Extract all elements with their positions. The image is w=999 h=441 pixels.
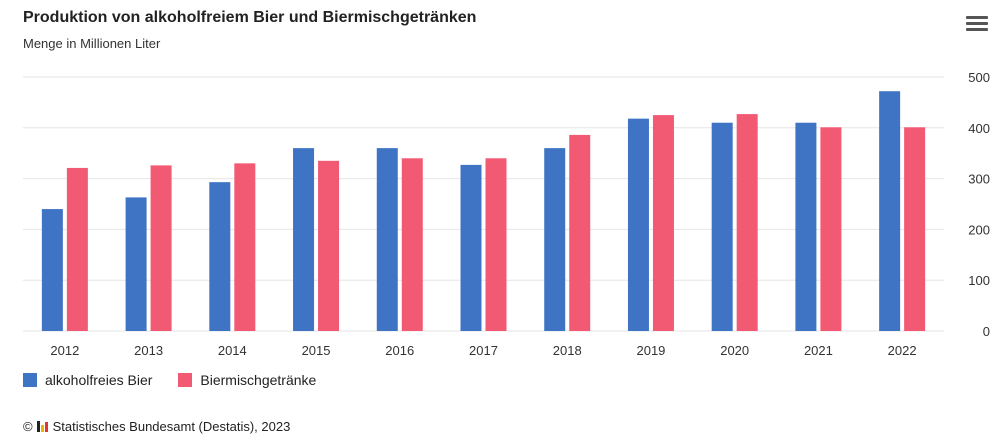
bar-series-1-2018[interactable] [544,148,566,331]
y-tick-label: 0 [983,324,990,339]
copyright-symbol: © [23,419,33,434]
x-tick-label: 2014 [218,343,247,358]
x-tick-label: 2017 [469,343,498,358]
bar-series-1-2021[interactable] [795,122,817,331]
x-tick-label: 2012 [50,343,79,358]
bar-series-1-2016[interactable] [376,148,398,331]
legend-swatch [23,373,37,387]
x-axis-ticks: 2012 2013 2014 2015 2016 2017 2018 2019 2020 2021… [50,343,916,358]
destatis-logo-icon [36,421,49,432]
bar-series-2-2017[interactable] [485,158,507,331]
legend-swatch [178,373,193,387]
bar-series-2-2016[interactable] [401,158,423,331]
y-axis-ticks: 0 100 200 300 400 500 [968,70,990,339]
y-tick-label: 300 [968,172,990,187]
bars [41,91,926,332]
bar-series-1-2022[interactable] [879,91,901,331]
y-tick-label: 200 [968,222,990,237]
hamburger-menu-icon[interactable] [966,16,988,34]
grid-lines [23,76,944,332]
bar-series-1-2012[interactable] [41,209,63,331]
bar-series-2-2013[interactable] [150,165,172,331]
x-tick-label: 2018 [553,343,582,358]
x-tick-label: 2022 [888,343,917,358]
legend-item-series-1[interactable]: alkoholfreies Bier [23,372,152,388]
source-credit: © Statistisches Bundesamt (Destatis), 20… [23,419,290,434]
y-tick-label: 100 [968,273,990,288]
chart-title: Produktion von alkoholfreiem Bier und Bi… [23,9,477,26]
x-tick-label: 2013 [134,343,163,358]
bar-series-2-2012[interactable] [66,167,88,331]
bar-series-1-2017[interactable] [460,164,482,331]
source-text: Statistisches Bundesamt (Destatis), 2023 [52,419,291,434]
legend-label: Biermischgetränke [200,372,317,388]
bar-series-1-2014[interactable] [209,182,231,331]
bar-series-1-2013[interactable] [125,197,147,331]
bar-series-2-2022[interactable] [904,127,926,332]
legend: alkoholfreies Bier Biermischgetränke [23,372,342,388]
bar-series-2-2018[interactable] [569,134,591,331]
legend-label: alkoholfreies Bier [45,372,153,388]
bar-series-1-2020[interactable] [711,122,733,331]
y-tick-label: 500 [968,70,990,85]
bar-series-1-2019[interactable] [627,118,649,331]
bar-series-2-2015[interactable] [318,160,340,331]
bar-series-2-2020[interactable] [736,114,758,331]
x-tick-label: 2015 [302,343,331,358]
y-tick-label: 400 [968,121,990,136]
bar-series-1-2015[interactable] [293,148,315,331]
chart-subtitle: Menge in Millionen Liter [23,36,161,51]
x-tick-label: 2021 [804,343,833,358]
bar-series-2-2019[interactable] [652,115,674,331]
x-tick-label: 2019 [636,343,665,358]
x-tick-label: 2016 [385,343,414,358]
legend-item-series-2[interactable]: Biermischgetränke [178,372,316,388]
bar-series-2-2014[interactable] [234,163,256,331]
x-tick-label: 2020 [720,343,749,358]
bar-series-2-2021[interactable] [820,127,842,332]
